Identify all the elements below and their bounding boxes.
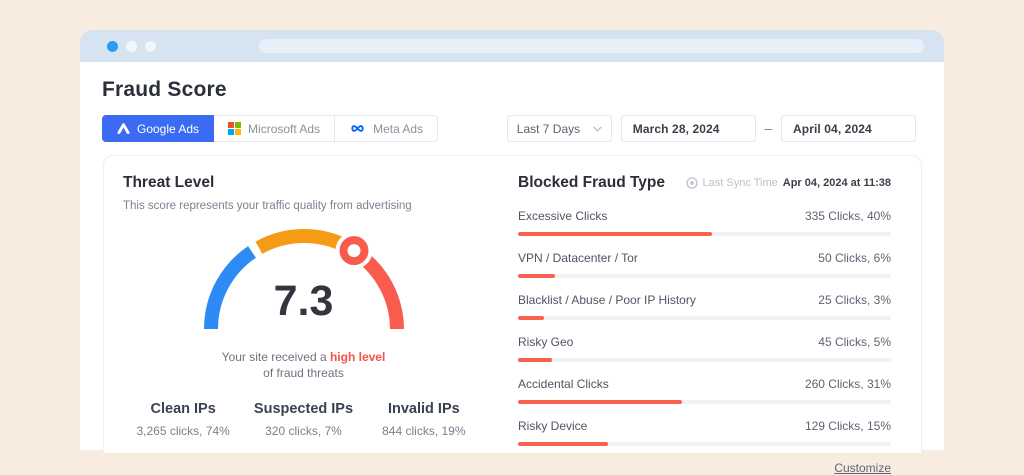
fraud-row-risky-device: Risky Device 129 Clicks, 15% [518, 419, 891, 446]
blocked-fraud-header: Blocked Fraud Type Last Sync Time Apr 04… [518, 174, 891, 192]
threat-level-title: Threat Level [123, 174, 215, 191]
address-bar[interactable] [259, 39, 924, 53]
google-ads-icon [117, 123, 130, 134]
progress-track [518, 358, 891, 362]
controls-row: Google Ads Microsoft Ads Meta Ads [102, 115, 916, 142]
gauge-arc [203, 229, 404, 330]
fraud-row-blacklist: Blacklist / Abuse / Poor IP History 25 C… [518, 293, 891, 320]
progress-track [518, 442, 891, 446]
stat-label: Invalid IPs [387, 401, 460, 417]
fraud-row-excessive-clicks: Excessive Clicks 335 Clicks, 40% [518, 209, 891, 236]
progress-fill [518, 400, 683, 404]
fraud-row-accidental-clicks: Accidental Clicks 260 Clicks, 31% [518, 377, 891, 404]
date-filters: Last 7 Days March 28, 2024 – April 04, 2… [506, 115, 916, 142]
window-dot-close[interactable] [107, 40, 118, 52]
caption-line2: of fraud threats [263, 366, 344, 380]
stat-label: Clean IPs [150, 401, 216, 417]
window-controls [107, 40, 156, 52]
tab-microsoft-ads[interactable]: Microsoft Ads [214, 115, 336, 142]
threat-level-subtitle: This score represents your traffic quali… [123, 200, 412, 212]
caption-prefix: Your site received a [221, 350, 330, 364]
fraud-row-label: Risky Geo [518, 335, 574, 349]
fraud-row-label: Risky Device [518, 419, 588, 433]
customize-link[interactable]: Customize [834, 461, 891, 475]
dashboard-panel: Threat Level This score represents your … [103, 155, 922, 475]
stat-value: 320 clicks, 7% [265, 424, 342, 438]
fraud-row-risky-geo: Risky Geo 45 Clicks, 5% [518, 335, 891, 362]
fraud-row-vpn: VPN / Datacenter / Tor 50 Clicks, 6% [518, 251, 891, 278]
ad-platform-tabs: Google Ads Microsoft Ads Meta Ads [102, 115, 439, 142]
blocked-fraud-section: Blocked Fraud Type Last Sync Time Apr 04… [504, 156, 921, 475]
customize-row: Customize [518, 461, 891, 475]
threat-gauge: 7.3 [196, 225, 412, 346]
page-content: Fraud Score Google Ads Microsoft Ads [80, 62, 944, 475]
fraud-row-value: 335 Clicks, 40% [804, 209, 891, 223]
start-date-input[interactable]: March 28, 2024 [620, 115, 756, 142]
window-dot-minimize[interactable] [126, 40, 137, 52]
date-separator: – [764, 121, 772, 136]
fraud-row-label: Excessive Clicks [518, 209, 608, 223]
date-range-select[interactable]: Last 7 Days [506, 115, 612, 142]
gauge-caption: Your site received a high level of fraud… [123, 349, 484, 381]
progress-fill [518, 274, 556, 278]
ip-stats: Clean IPs 3,265 clicks, 74% Suspected IP… [123, 401, 484, 438]
stat-suspected-ips: Suspected IPs 320 clicks, 7% [243, 401, 363, 438]
blocked-fraud-title: Blocked Fraud Type [518, 174, 665, 191]
page-title: Fraud Score [102, 78, 227, 101]
fraud-row-label: Accidental Clicks [518, 377, 609, 391]
browser-chrome-bar [80, 30, 944, 62]
progress-track [518, 232, 891, 236]
progress-fill [518, 316, 545, 320]
caption-highlight: high level [329, 350, 386, 364]
sync-value: Apr 04, 2024 at 11:38 [782, 177, 891, 189]
fraud-score-value: 7.3 [273, 277, 334, 325]
progress-fill [518, 358, 552, 362]
last-sync: Last Sync Time Apr 04, 2024 at 11:38 [685, 177, 891, 189]
stat-value: 844 clicks, 19% [382, 424, 466, 438]
chevron-down-icon [593, 126, 602, 132]
end-date-input[interactable]: April 04, 2024 [781, 115, 916, 142]
fraud-row-label: Blacklist / Abuse / Poor IP History [518, 293, 696, 307]
threat-level-section: Threat Level This score represents your … [104, 156, 504, 453]
tab-label: Meta Ads [373, 121, 424, 136]
stat-clean-ips: Clean IPs 3,265 clicks, 74% [123, 401, 243, 438]
progress-track [518, 400, 891, 404]
sync-clock-icon [685, 177, 698, 189]
fraud-row-label: VPN / Datacenter / Tor [518, 251, 638, 265]
fraud-row-value: 50 Clicks, 6% [818, 251, 891, 265]
sync-label: Last Sync Time [702, 177, 778, 189]
microsoft-icon [228, 122, 242, 135]
fraud-row-value: 129 Clicks, 15% [804, 419, 891, 433]
tab-label: Google Ads [137, 121, 200, 136]
stat-value: 3,265 clicks, 74% [136, 424, 230, 438]
tab-google-ads[interactable]: Google Ads [102, 115, 215, 142]
window-dot-maximize[interactable] [145, 40, 156, 52]
app-window: Fraud Score Google Ads Microsoft Ads [80, 30, 944, 475]
progress-track [518, 274, 891, 278]
progress-fill [518, 442, 608, 446]
fraud-row-value: 45 Clicks, 5% [818, 335, 891, 349]
date-range-value: Last 7 Days [516, 121, 581, 136]
stat-invalid-ips: Invalid IPs 844 clicks, 19% [364, 401, 484, 438]
fraud-type-list: Excessive Clicks 335 Clicks, 40% VPN / D… [518, 209, 891, 446]
progress-track [518, 316, 891, 320]
tab-label: Microsoft Ads [248, 121, 321, 136]
meta-icon [351, 125, 364, 132]
tab-meta-ads[interactable]: Meta Ads [335, 115, 439, 142]
progress-fill [518, 232, 712, 236]
fraud-row-value: 25 Clicks, 3% [818, 293, 891, 307]
fraud-row-value: 260 Clicks, 31% [804, 377, 891, 391]
stat-label: Suspected IPs [253, 401, 354, 417]
